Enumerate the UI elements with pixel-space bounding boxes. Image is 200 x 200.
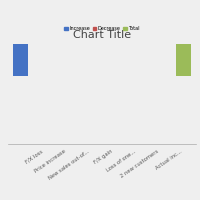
Bar [176, 0, 191, 76]
Legend: Increase, Decrease, Total: Increase, Decrease, Total [63, 24, 141, 33]
Bar [13, 0, 28, 76]
Title: Chart Title: Chart Title [73, 30, 131, 40]
